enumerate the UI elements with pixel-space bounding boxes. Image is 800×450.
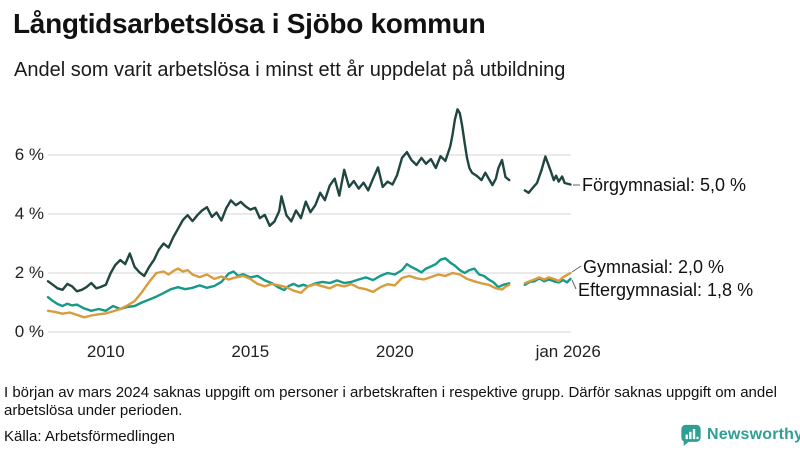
newsworthy-icon	[681, 424, 701, 446]
gridlines	[48, 154, 571, 333]
y-tick-label: 0 %	[14, 322, 44, 341]
x-tick-label: 2020	[375, 342, 414, 361]
y-tick-label: 2 %	[14, 263, 44, 282]
newsworthy-logo[interactable]: Newsworthy	[680, 424, 800, 446]
chart-series-lines	[46, 108, 572, 319]
x-tick-label: 2010	[86, 342, 125, 361]
y-tick-label: 4 %	[14, 204, 44, 223]
line-förgymnasial	[46, 108, 572, 293]
chart-subtitle: Andel som varit arbetslösa i minst ett å…	[14, 59, 566, 81]
series-label-forgymnasial: Förgymnasial: 5,0 %	[582, 175, 747, 195]
x-tick-label: jan 2026	[535, 342, 601, 361]
x-tick-label: 2015	[231, 342, 270, 361]
source-note: Källa: Arbetsförmedlingen	[4, 428, 175, 445]
page-title: Långtidsarbetslösa i Sjöbo kommun	[13, 8, 486, 39]
line-gymnasial	[46, 267, 572, 319]
series-label-gymnasial: Gymnasial: 2,0 %	[583, 257, 725, 277]
y-tick-label: 6 %	[14, 145, 44, 164]
newsworthy-wordmark: Newsworthy	[707, 426, 800, 443]
label-leader-lines	[571, 184, 582, 290]
footnote: I början av mars 2024 saknas uppgift om …	[4, 384, 777, 420]
line-eftergymnasial	[46, 257, 572, 312]
series-label-eftergymnasial: Eftergymnasial: 1,8 %	[578, 280, 754, 300]
